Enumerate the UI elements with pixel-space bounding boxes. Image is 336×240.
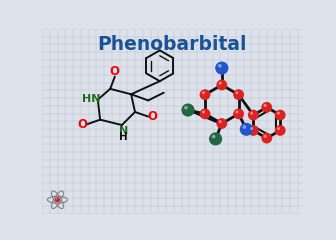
Circle shape (261, 102, 272, 113)
Circle shape (248, 125, 259, 136)
Text: O: O (110, 66, 120, 78)
Text: O: O (77, 118, 87, 131)
Circle shape (200, 89, 210, 100)
Circle shape (209, 132, 222, 145)
Circle shape (181, 103, 195, 117)
Circle shape (236, 91, 239, 94)
Text: H: H (119, 132, 128, 142)
Circle shape (215, 61, 228, 75)
Circle shape (200, 108, 210, 119)
Circle shape (275, 110, 286, 120)
Circle shape (56, 198, 57, 199)
Circle shape (275, 125, 286, 136)
Circle shape (184, 106, 188, 110)
Circle shape (264, 104, 267, 107)
Circle shape (243, 125, 246, 129)
Circle shape (261, 133, 272, 144)
Circle shape (250, 127, 253, 130)
Circle shape (277, 112, 280, 115)
Circle shape (277, 127, 280, 130)
Text: O: O (148, 110, 158, 123)
Circle shape (233, 89, 244, 100)
Circle shape (202, 91, 205, 94)
Circle shape (212, 135, 215, 138)
Circle shape (233, 108, 244, 119)
Circle shape (216, 118, 227, 129)
Circle shape (219, 120, 222, 123)
Text: N: N (119, 126, 128, 136)
Circle shape (250, 112, 253, 115)
Circle shape (264, 135, 267, 138)
Circle shape (55, 197, 60, 202)
Circle shape (236, 110, 239, 114)
Circle shape (216, 80, 227, 90)
Circle shape (219, 82, 222, 85)
Circle shape (202, 110, 205, 114)
Circle shape (218, 64, 222, 68)
Circle shape (248, 110, 259, 120)
Text: HN: HN (82, 94, 100, 104)
Circle shape (240, 123, 253, 136)
Text: Phenobarbital: Phenobarbital (97, 35, 247, 54)
